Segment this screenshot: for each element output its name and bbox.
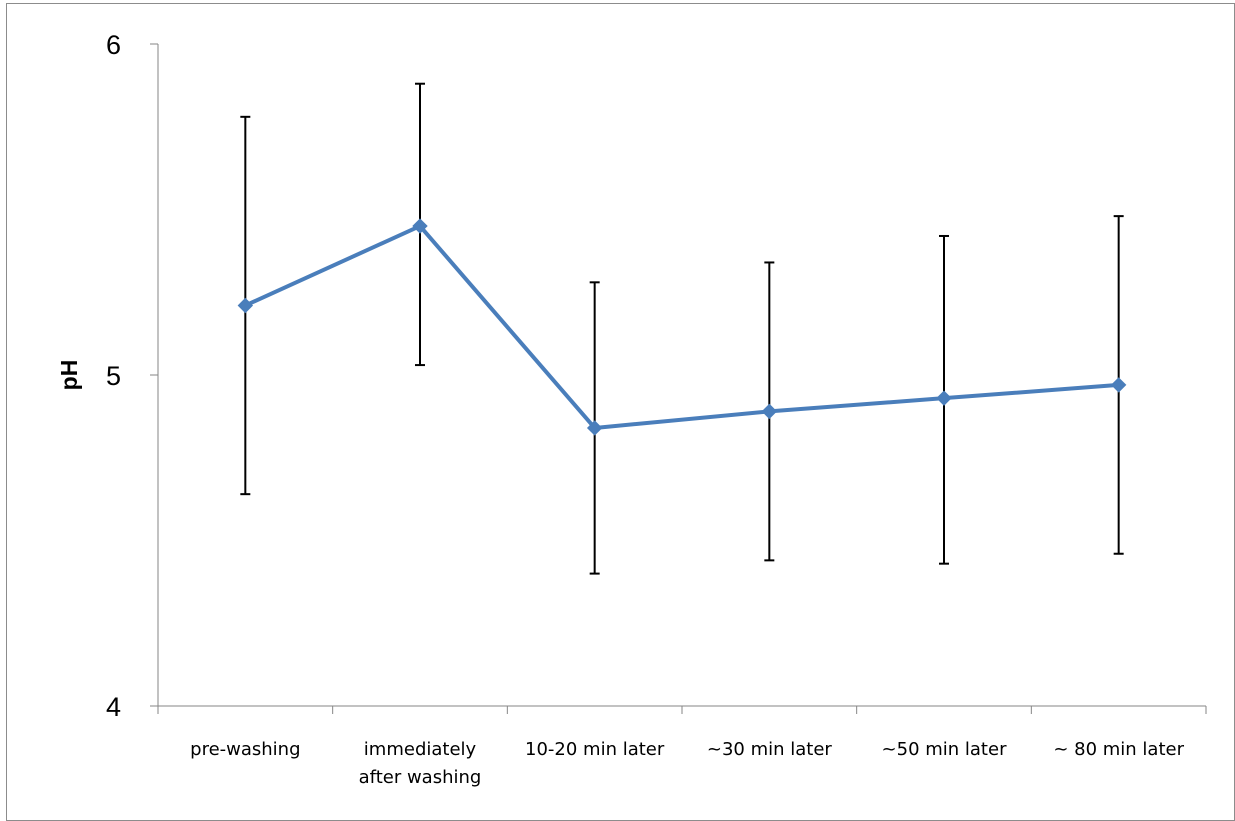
- series-line: [244, 224, 1119, 430]
- x-tick-label: ~30 min later: [707, 739, 833, 760]
- chart-frame: [6, 3, 1235, 821]
- x-tick-label: ~50 min later: [882, 739, 1008, 760]
- series-layer: [237, 218, 1127, 436]
- x-tick-label: pre-washing: [190, 739, 300, 760]
- data-point: [761, 403, 778, 420]
- y-tick-label: 4: [106, 692, 121, 722]
- y-tick-label: 6: [106, 30, 121, 60]
- tick-labels: 4 5 6 pre-washing immediately after washing 10…: [106, 30, 1185, 788]
- x-tick-label: immediately after washing: [359, 739, 482, 788]
- data-point: [586, 420, 603, 436]
- x-tick-label: 10-20 min later: [525, 739, 665, 760]
- axes: [150, 43, 1207, 714]
- x-tick-label: ~ 80 min later: [1053, 739, 1184, 760]
- error-bars: [240, 82, 1124, 575]
- data-point: [237, 297, 254, 314]
- data-point: [936, 390, 952, 406]
- data-point: [1110, 377, 1127, 393]
- y-axis-label: pH: [56, 360, 82, 391]
- y-tick-label: 5: [106, 361, 121, 391]
- data-point: [412, 218, 428, 234]
